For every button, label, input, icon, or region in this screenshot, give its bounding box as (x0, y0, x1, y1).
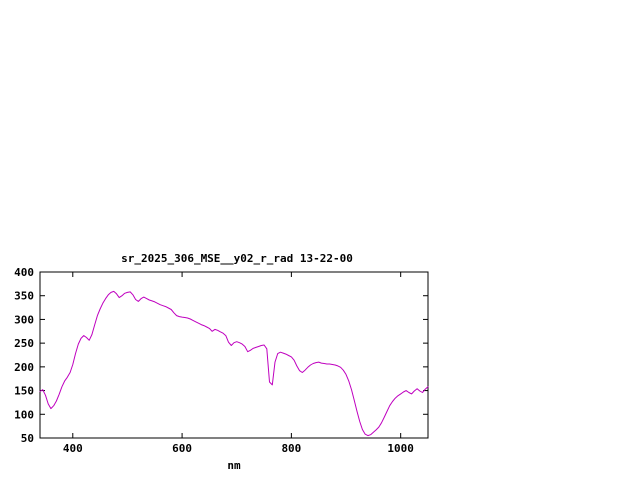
y-tick-label: 400 (14, 266, 34, 279)
x-tick-label: 800 (281, 442, 301, 455)
axis-tick-labels: 400 600 800 1000 50 100 150 200 250 300 350 400 (14, 266, 414, 455)
x-tick-label: 400 (63, 442, 83, 455)
x-tick-label: 600 (172, 442, 192, 455)
x-tick-label: 1000 (387, 442, 414, 455)
y-tick-label: 250 (14, 337, 34, 350)
plot-border (39, 271, 429, 439)
axis-tick-marks (40, 271, 428, 439)
y-tick-label: 350 (14, 290, 34, 303)
y-tick-label: 100 (14, 408, 34, 421)
y-tick-label: 50 (21, 432, 34, 445)
x-axis-label: nm (227, 459, 241, 472)
series-line (39, 290, 429, 437)
y-tick-label: 150 (14, 385, 34, 398)
y-tick-label: 300 (14, 313, 34, 326)
chart-title: sr_2025_306_MSE__y02_r_rad 13-22-00 (121, 252, 353, 265)
y-tick-label: 200 (14, 361, 34, 374)
